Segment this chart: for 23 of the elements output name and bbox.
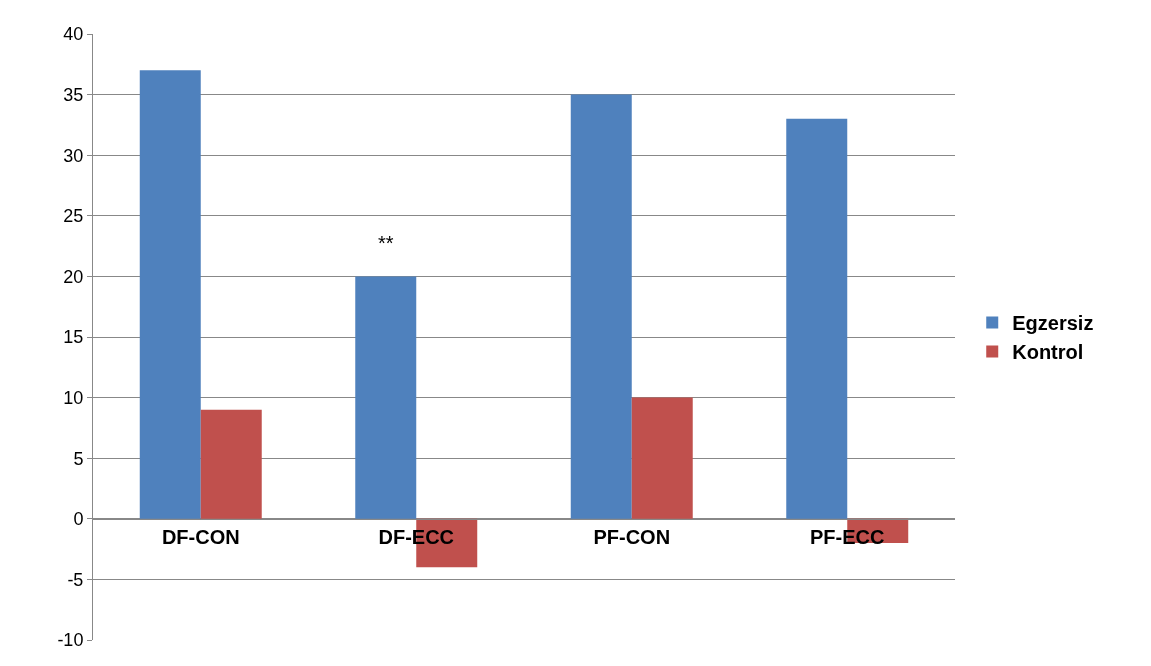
bar (355, 276, 417, 519)
y-tick-label: 25 (63, 206, 84, 227)
bar (200, 409, 262, 519)
y-tick-label: -5 (67, 569, 84, 590)
y-tick-label: 15 (63, 327, 84, 348)
y-tick-label: 10 (63, 387, 84, 408)
legend-label: Egzersiz (1012, 312, 1094, 335)
y-tick-label: 35 (63, 84, 84, 105)
x-tick-label: DF-ECC (378, 525, 455, 548)
x-tick-label: PF-CON (593, 525, 671, 548)
bar (570, 94, 632, 519)
bar (631, 397, 693, 519)
y-tick-label: -10 (57, 630, 84, 651)
y-tick-label: 20 (63, 266, 84, 287)
y-tick-label: 40 (63, 24, 84, 45)
x-tick-label: DF-CON (161, 525, 240, 548)
annotation: ** (378, 232, 394, 254)
y-tick-label: 30 (63, 145, 84, 166)
legend-label: Kontrol (1012, 341, 1084, 364)
bar (786, 118, 848, 519)
y-tick-label: 0 (73, 509, 84, 530)
y-tick-label: 5 (73, 448, 84, 469)
bar (139, 70, 201, 519)
